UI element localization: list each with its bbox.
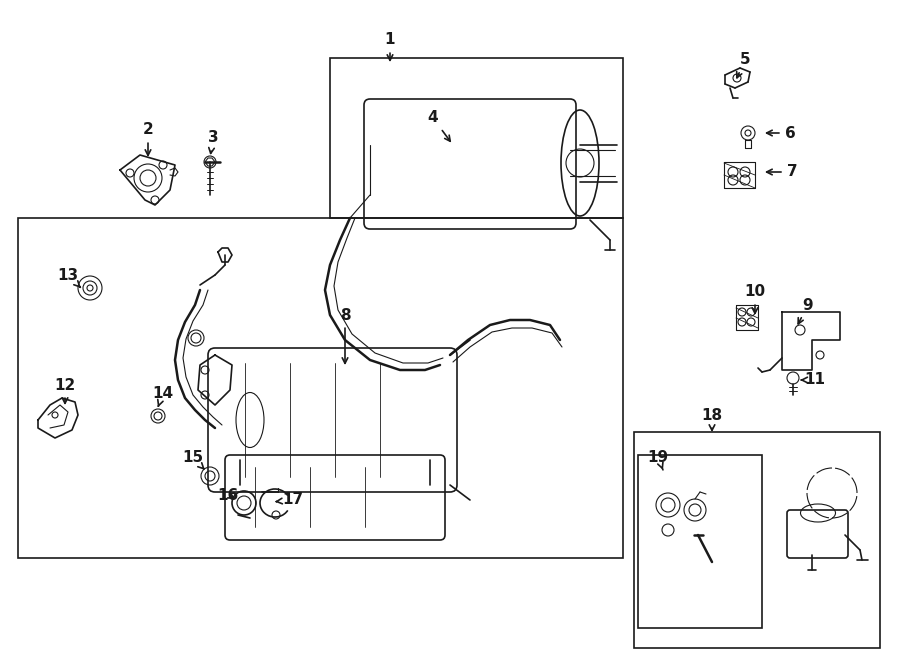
Text: 13: 13: [58, 267, 80, 287]
Text: 4: 4: [428, 111, 450, 141]
Text: 18: 18: [701, 408, 723, 430]
Text: 7: 7: [767, 164, 797, 179]
Text: 6: 6: [767, 126, 796, 140]
Text: 17: 17: [276, 493, 303, 508]
Text: 8: 8: [339, 308, 350, 363]
Text: 15: 15: [183, 451, 203, 469]
Text: 16: 16: [218, 487, 238, 502]
Text: 19: 19: [647, 449, 669, 470]
Bar: [638, 455, 762, 628]
Text: 1: 1: [385, 32, 395, 60]
Text: 5: 5: [737, 52, 751, 77]
Text: 9: 9: [798, 297, 814, 324]
Text: 2: 2: [142, 122, 153, 156]
Text: 14: 14: [152, 385, 174, 406]
Text: 11: 11: [801, 373, 825, 387]
Text: 10: 10: [744, 285, 766, 313]
Bar: [18, 218, 623, 558]
Text: 12: 12: [54, 377, 76, 403]
Bar: [330, 58, 623, 218]
Bar: [634, 432, 880, 648]
Text: 3: 3: [208, 130, 219, 154]
